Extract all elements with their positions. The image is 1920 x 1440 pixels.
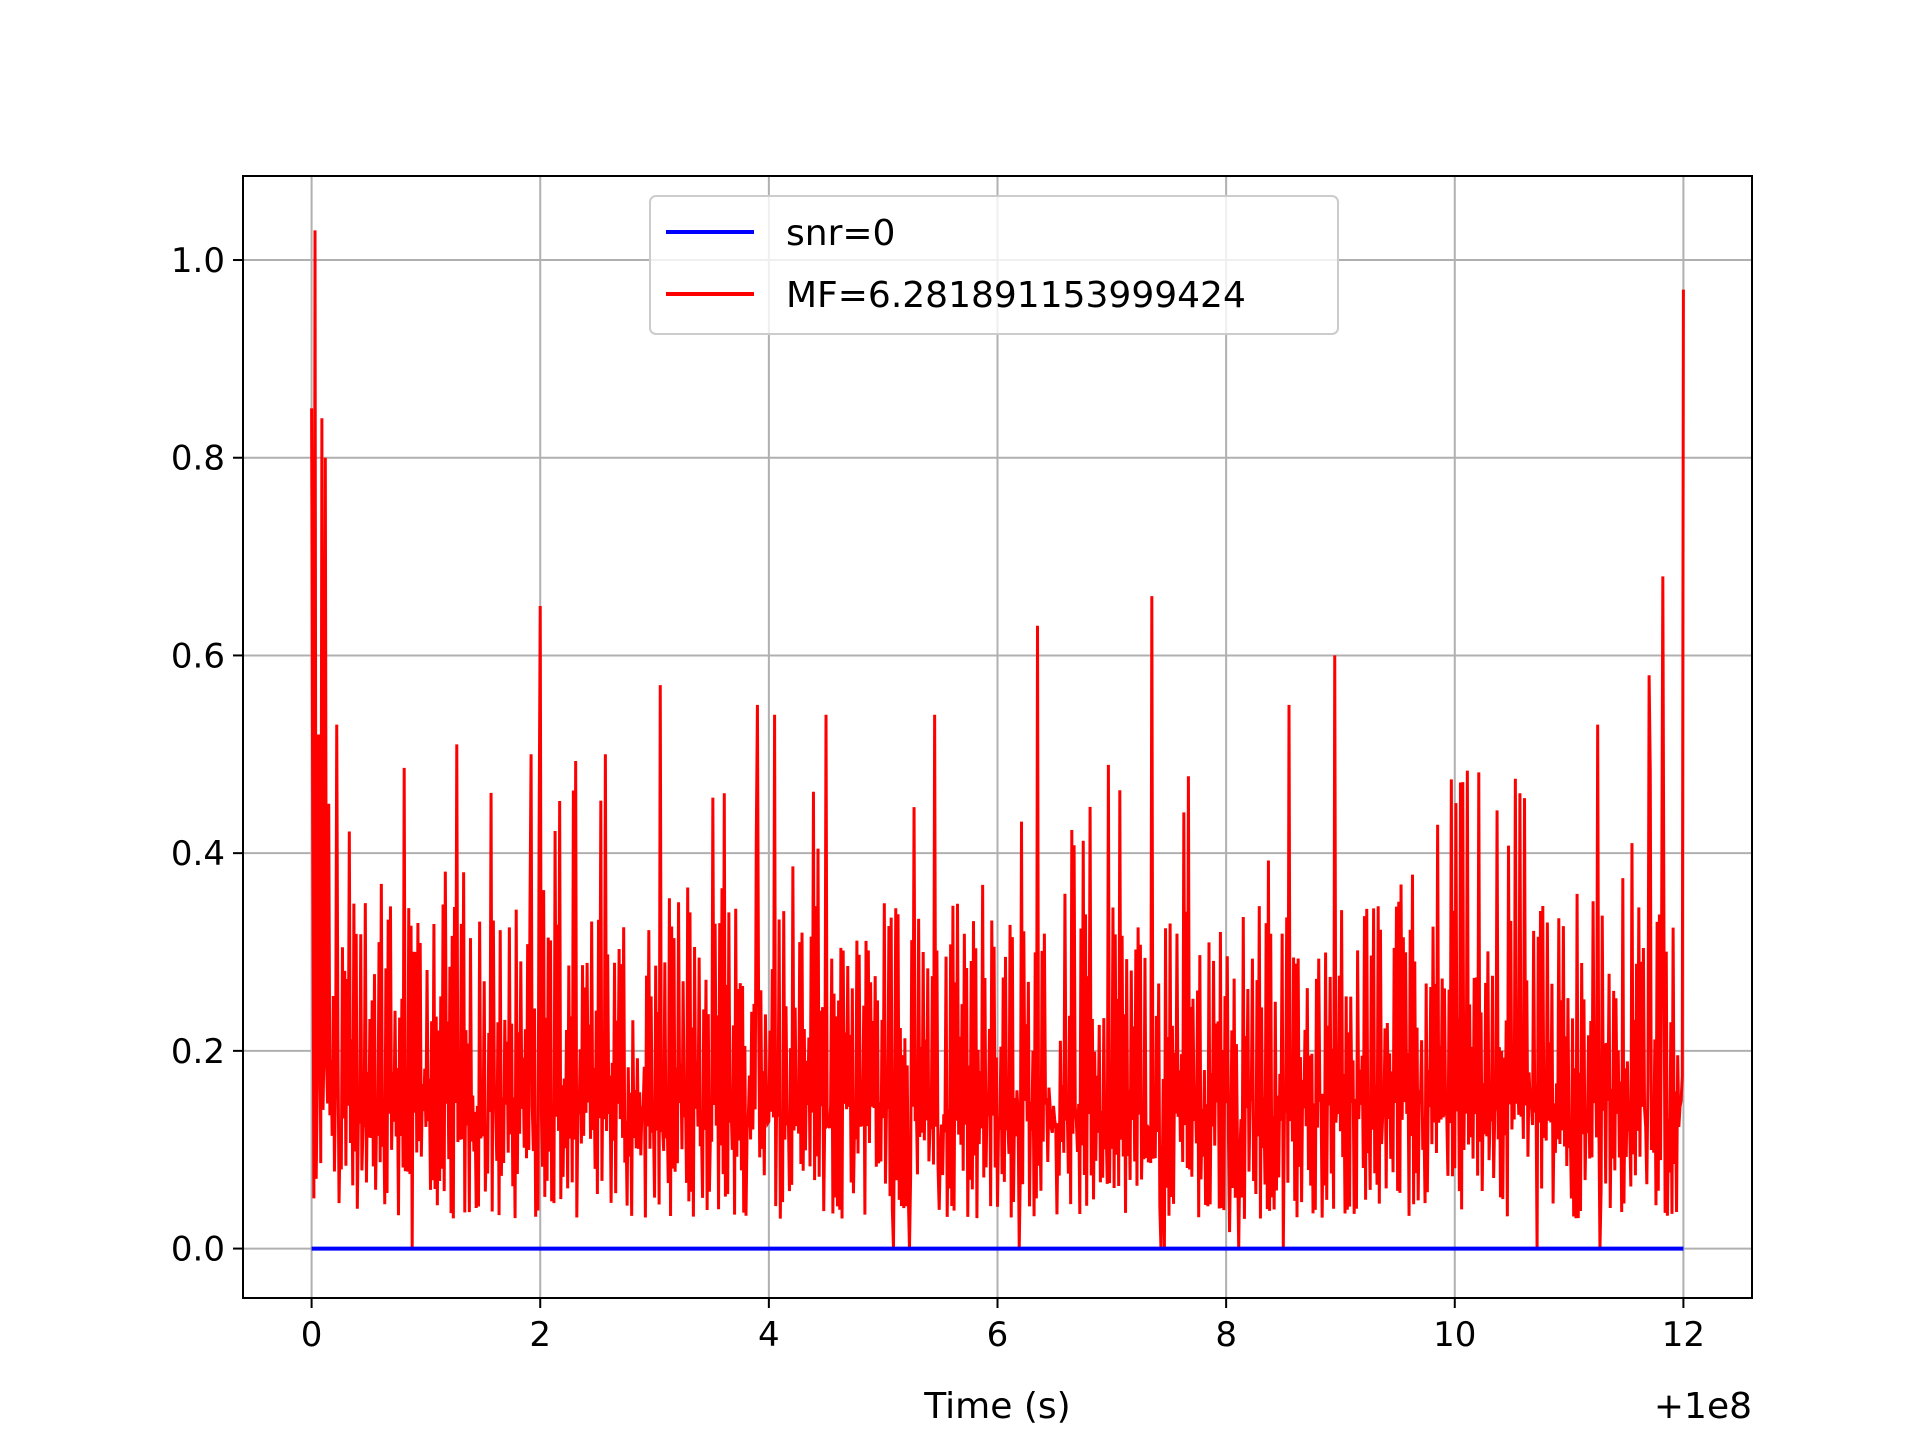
y-tick-label: 0.0 (171, 1230, 225, 1270)
y-axis: 0.0 0.2 0.4 0.6 0.8 1.0 (171, 241, 243, 1270)
y-tick-label: 0.4 (171, 834, 225, 874)
x-axis-offset-label: +1e8 (1654, 1386, 1752, 1427)
x-tick-label: 12 (1662, 1315, 1705, 1355)
y-tick-label: 0.8 (171, 439, 225, 479)
x-tick-label: 10 (1433, 1315, 1476, 1355)
legend-box (649, 195, 1339, 335)
legend-label: MF=6.281891153999424 (786, 275, 1246, 316)
legend-label: snr=0 (786, 213, 895, 254)
legend: snr=0 MF=6.281891153999424 (649, 195, 1339, 335)
x-tick-label: 6 (987, 1315, 1009, 1355)
x-tick-label: 0 (301, 1315, 323, 1355)
plot-area (310, 230, 1685, 1251)
y-tick-label: 0.6 (171, 636, 225, 676)
x-tick-label: 2 (529, 1315, 551, 1355)
x-axis: 0 2 4 6 8 10 12 (301, 1298, 1705, 1355)
x-tick-label: 8 (1215, 1315, 1237, 1355)
series-line-mf (310, 230, 1685, 1249)
x-axis-label: Time (s) (923, 1386, 1070, 1427)
y-tick-label: 0.2 (171, 1032, 225, 1072)
x-tick-label: 4 (758, 1315, 780, 1355)
y-tick-label: 1.0 (171, 241, 225, 281)
